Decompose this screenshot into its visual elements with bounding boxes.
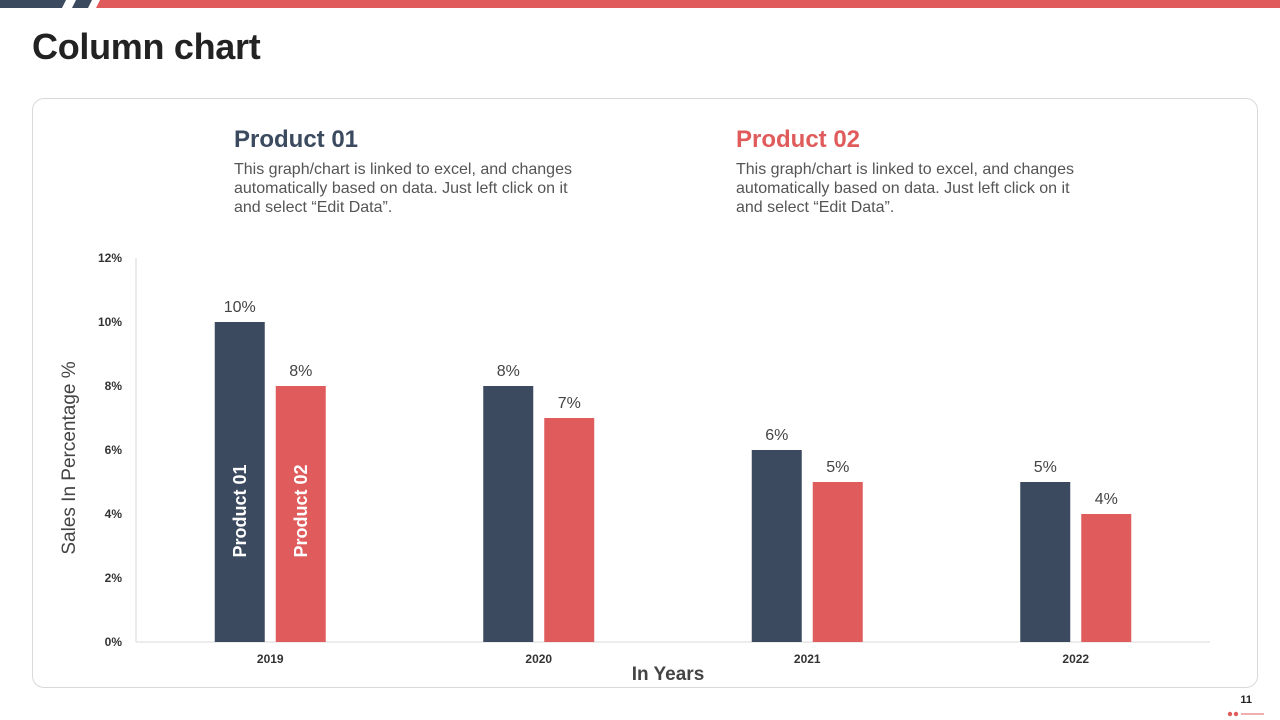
top-bar-dark-segment bbox=[0, 0, 66, 8]
y-axis-title: Sales In Percentage % bbox=[59, 361, 80, 554]
data-label: 8% bbox=[497, 363, 520, 380]
page-number: 11 bbox=[1240, 694, 1252, 706]
data-label: 6% bbox=[765, 427, 788, 444]
y-tick-label: 2% bbox=[105, 571, 123, 585]
legend-product-02-description: This graph/chart is linked to excel, and… bbox=[736, 161, 1074, 216]
data-label: 10% bbox=[224, 299, 256, 316]
bar-product-01 bbox=[1020, 482, 1071, 642]
bar-product-01 bbox=[751, 450, 802, 642]
legend-product-02: Product 02 This graph/chart is linked to… bbox=[736, 126, 1086, 217]
data-label: 8% bbox=[289, 363, 312, 380]
data-label: 7% bbox=[558, 395, 581, 412]
y-tick-label: 0% bbox=[105, 635, 123, 649]
x-axis-title: In Years bbox=[632, 664, 705, 685]
bar-product-02 bbox=[544, 418, 595, 642]
bar-product-02 bbox=[275, 386, 326, 642]
top-bar-dark-stripe bbox=[72, 0, 92, 8]
in-bar-series-label: Product 02 bbox=[291, 464, 311, 557]
y-tick-label: 6% bbox=[105, 443, 123, 457]
top-accent-bar bbox=[0, 0, 1280, 8]
legend-product-01-title: Product 01 bbox=[234, 126, 359, 153]
page-title: Column chart bbox=[32, 26, 261, 67]
data-label: 5% bbox=[1034, 459, 1057, 476]
bar-product-02 bbox=[1081, 514, 1132, 642]
bar-product-01 bbox=[214, 322, 265, 642]
data-label: 5% bbox=[826, 459, 849, 476]
legend-product-01-description: This graph/chart is linked to excel, and… bbox=[234, 161, 572, 216]
bar-product-01 bbox=[483, 386, 534, 642]
x-tick-label: 2019 bbox=[257, 652, 284, 666]
footer-dots-mark bbox=[1227, 711, 1264, 717]
bar-product-02 bbox=[812, 482, 863, 642]
footer-dot-2 bbox=[1233, 711, 1239, 717]
legend-product-01: Product 01 This graph/chart is linked to… bbox=[234, 126, 584, 217]
y-tick-label: 4% bbox=[105, 507, 123, 521]
data-label: 4% bbox=[1095, 491, 1118, 508]
y-tick-label: 12% bbox=[98, 251, 122, 265]
x-tick-label: 2021 bbox=[794, 652, 821, 666]
footer-dot-1 bbox=[1227, 711, 1233, 717]
x-tick-label: 2022 bbox=[1062, 652, 1089, 666]
y-tick-label: 8% bbox=[105, 379, 123, 393]
legend-product-02-title: Product 02 bbox=[736, 126, 861, 153]
x-tick-label: 2020 bbox=[525, 652, 552, 666]
y-tick-label: 10% bbox=[98, 315, 122, 329]
in-bar-series-label: Product 01 bbox=[230, 464, 250, 557]
top-bar-red-segment bbox=[96, 0, 1280, 8]
